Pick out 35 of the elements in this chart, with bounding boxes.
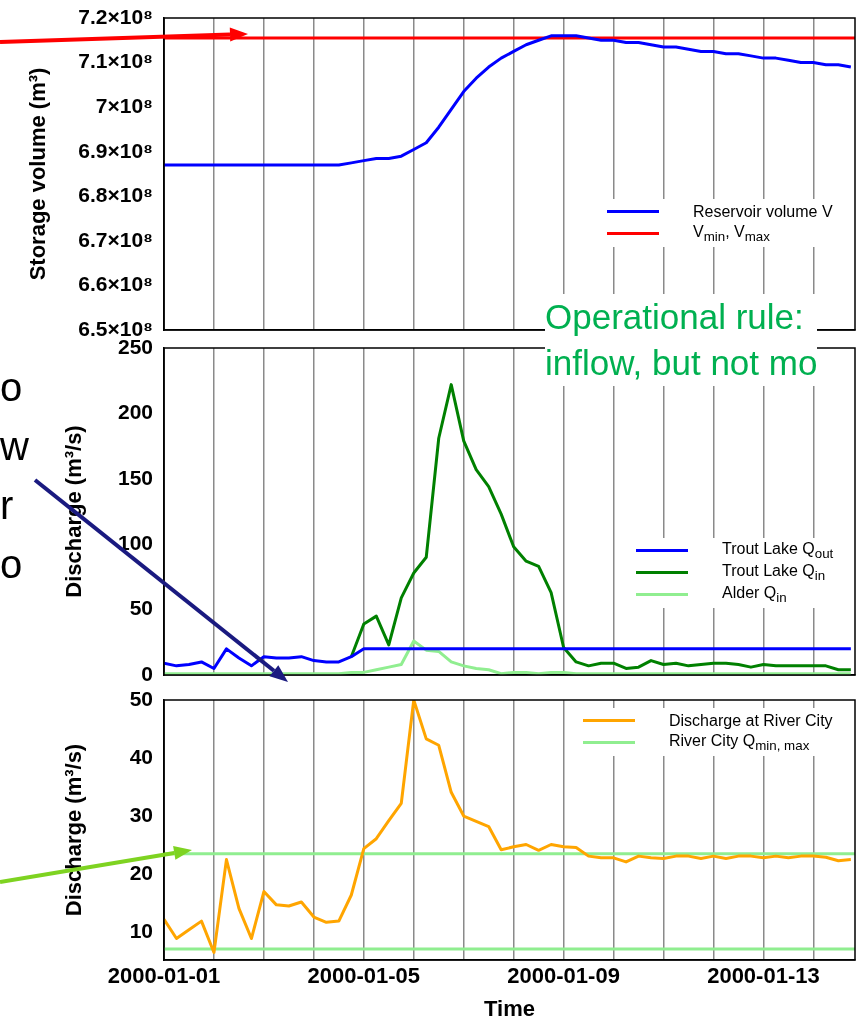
y-axis-title: Discharge (m³/s)	[61, 425, 87, 598]
y-tick-label: 10	[129, 918, 153, 942]
legend-label: Trout Lake Q$_{in}$	[722, 562, 826, 584]
y-tick-label: 7.2×10⁸	[78, 4, 153, 28]
y-tick-label: 100	[117, 531, 153, 554]
y-tick-label: 40	[129, 744, 153, 768]
y-tick-label: 7×10⁸	[95, 93, 153, 117]
y-tick-label: 20	[129, 860, 153, 884]
y-tick-label: 150	[117, 465, 153, 489]
y-tick-label: 7.1×10⁸	[78, 49, 153, 73]
y-axis-title: Discharge (m³/s)	[61, 743, 87, 917]
legend-label: River City Q$_{min, max}$	[669, 732, 810, 754]
legend-label: Trout Lake Q$_{out}$	[722, 540, 834, 562]
legend-label: V$_{min}$, V$_{max}$	[693, 223, 770, 245]
x-tick-label: 2000-01-01	[107, 963, 221, 989]
y-tick-label: 6.9×10⁸	[78, 138, 153, 162]
legend-label: Reservoir volume V	[693, 202, 833, 221]
y-tick-label: 200	[117, 400, 153, 424]
legend-label: Discharge at River City	[669, 711, 833, 730]
y-tick-label: 6.6×10⁸	[78, 272, 153, 296]
text: o w r o	[0, 364, 29, 588]
y-tick-label: 6.7×10⁸	[78, 227, 153, 251]
y-tick-label: 50	[129, 686, 153, 710]
annotation: Operational rule: inflow, but not mo	[545, 294, 818, 386]
y-tick-label: 0	[141, 661, 153, 685]
y-tick-label: 30	[129, 802, 153, 826]
legend-label: Alder Q$_{in}$	[722, 584, 787, 606]
x-tick-label: 2000-01-05	[307, 963, 421, 989]
y-axis-title: Storage volume (m³)	[25, 67, 51, 281]
y-tick-label: 6.8×10⁸	[78, 183, 153, 207]
x-tick-label: 2000-01-09	[507, 963, 620, 989]
x-tick-label: 2000-01-13	[707, 963, 820, 989]
y-tick-label: 50	[129, 596, 153, 620]
y-tick-label: 6.5×10⁸	[78, 316, 153, 340]
x-axis-title: Time	[484, 995, 535, 1021]
